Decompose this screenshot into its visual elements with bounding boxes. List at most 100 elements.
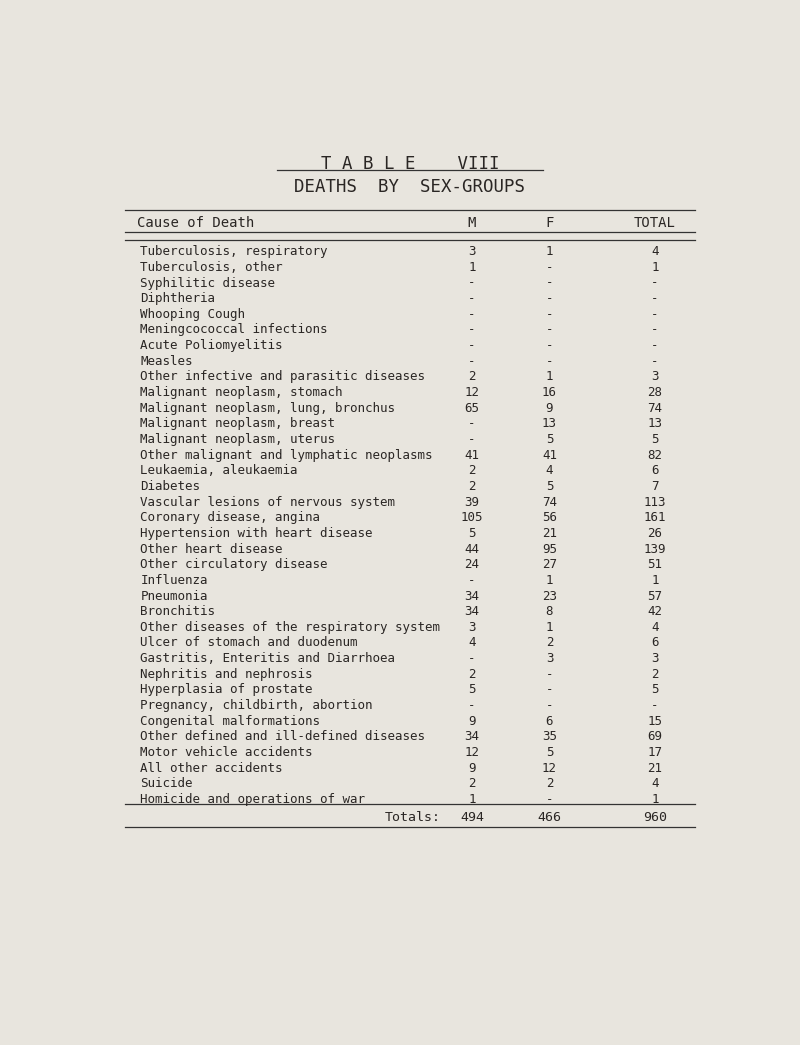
Text: Leukaemia, aleukaemia: Leukaemia, aleukaemia	[140, 464, 298, 478]
Text: 41: 41	[542, 448, 557, 462]
Text: 12: 12	[465, 386, 479, 399]
Text: 34: 34	[465, 589, 479, 603]
Text: 15: 15	[647, 715, 662, 727]
Text: 74: 74	[542, 495, 557, 509]
Text: 105: 105	[461, 511, 483, 525]
Text: 2: 2	[468, 464, 476, 478]
Text: -: -	[546, 324, 554, 336]
Text: 2: 2	[468, 668, 476, 680]
Text: 5: 5	[651, 683, 658, 696]
Text: 35: 35	[542, 730, 557, 743]
Text: -: -	[468, 417, 476, 431]
Text: Hyperplasia of prostate: Hyperplasia of prostate	[140, 683, 313, 696]
Text: 26: 26	[647, 527, 662, 540]
Text: 9: 9	[546, 401, 554, 415]
Text: 1: 1	[546, 574, 554, 587]
Text: 1: 1	[546, 246, 554, 258]
Text: 5: 5	[468, 683, 476, 696]
Text: Malignant neoplasm, breast: Malignant neoplasm, breast	[140, 417, 335, 431]
Text: Gastritis, Enteritis and Diarrhoea: Gastritis, Enteritis and Diarrhoea	[140, 652, 395, 665]
Text: 34: 34	[465, 730, 479, 743]
Text: -: -	[468, 699, 476, 712]
Text: 16: 16	[542, 386, 557, 399]
Text: 41: 41	[465, 448, 479, 462]
Text: 3: 3	[468, 621, 476, 634]
Text: 113: 113	[644, 495, 666, 509]
Text: -: -	[468, 433, 476, 446]
Text: -: -	[468, 308, 476, 321]
Text: Other diseases of the respiratory system: Other diseases of the respiratory system	[140, 621, 440, 634]
Text: 3: 3	[651, 652, 658, 665]
Text: Whooping Cough: Whooping Cough	[140, 308, 246, 321]
Text: 5: 5	[651, 433, 658, 446]
Text: -: -	[468, 652, 476, 665]
Text: 1: 1	[468, 261, 476, 274]
Text: 3: 3	[468, 246, 476, 258]
Text: -: -	[651, 277, 658, 289]
Text: -: -	[468, 293, 476, 305]
Text: 23: 23	[542, 589, 557, 603]
Text: 7: 7	[651, 480, 658, 493]
Text: 4: 4	[651, 621, 658, 634]
Text: 13: 13	[542, 417, 557, 431]
Text: 2: 2	[546, 636, 554, 650]
Text: -: -	[651, 324, 658, 336]
Text: 5: 5	[546, 480, 554, 493]
Text: Homicide and operations of war: Homicide and operations of war	[140, 793, 366, 806]
Text: 21: 21	[542, 527, 557, 540]
Text: Nephritis and nephrosis: Nephritis and nephrosis	[140, 668, 313, 680]
Text: 8: 8	[546, 605, 554, 619]
Text: Other circulatory disease: Other circulatory disease	[140, 558, 328, 572]
Text: -: -	[546, 340, 554, 352]
Text: Malignant neoplasm, lung, bronchus: Malignant neoplasm, lung, bronchus	[140, 401, 395, 415]
Text: Malignant neoplasm, stomach: Malignant neoplasm, stomach	[140, 386, 343, 399]
Text: 9: 9	[468, 715, 476, 727]
Text: 466: 466	[538, 811, 562, 823]
Text: -: -	[468, 574, 476, 587]
Text: Other malignant and lymphatic neoplasms: Other malignant and lymphatic neoplasms	[140, 448, 433, 462]
Text: -: -	[546, 793, 554, 806]
Text: -: -	[468, 340, 476, 352]
Text: -: -	[546, 668, 554, 680]
Text: Tuberculosis, other: Tuberculosis, other	[140, 261, 283, 274]
Text: Pregnancy, childbirth, abortion: Pregnancy, childbirth, abortion	[140, 699, 373, 712]
Text: 2: 2	[468, 777, 476, 790]
Text: -: -	[468, 277, 476, 289]
Text: 4: 4	[651, 777, 658, 790]
Text: M: M	[468, 215, 476, 230]
Text: 57: 57	[647, 589, 662, 603]
Text: -: -	[651, 699, 658, 712]
Text: -: -	[651, 293, 658, 305]
Text: 21: 21	[647, 762, 662, 774]
Text: Suicide: Suicide	[140, 777, 193, 790]
Text: 1: 1	[468, 793, 476, 806]
Text: 1: 1	[546, 370, 554, 384]
Text: Meningcococcal infections: Meningcococcal infections	[140, 324, 328, 336]
Text: 1: 1	[651, 574, 658, 587]
Text: Hypertension with heart disease: Hypertension with heart disease	[140, 527, 373, 540]
Text: Other heart disease: Other heart disease	[140, 542, 283, 556]
Text: Diabetes: Diabetes	[140, 480, 200, 493]
Text: F: F	[546, 215, 554, 230]
Text: -: -	[546, 293, 554, 305]
Text: 3: 3	[546, 652, 554, 665]
Text: -: -	[651, 355, 658, 368]
Text: 82: 82	[647, 448, 662, 462]
Text: Measles: Measles	[140, 355, 193, 368]
Text: Congenital malformations: Congenital malformations	[140, 715, 320, 727]
Text: 34: 34	[465, 605, 479, 619]
Text: 9: 9	[468, 762, 476, 774]
Text: Malignant neoplasm, uterus: Malignant neoplasm, uterus	[140, 433, 335, 446]
Text: -: -	[546, 277, 554, 289]
Text: Acute Poliomyelitis: Acute Poliomyelitis	[140, 340, 283, 352]
Text: 5: 5	[546, 746, 554, 759]
Text: Ulcer of stomach and duodenum: Ulcer of stomach and duodenum	[140, 636, 358, 650]
Text: 28: 28	[647, 386, 662, 399]
Text: 65: 65	[465, 401, 479, 415]
Text: Diphtheria: Diphtheria	[140, 293, 215, 305]
Text: -: -	[468, 355, 476, 368]
Text: -: -	[651, 340, 658, 352]
Text: 44: 44	[465, 542, 479, 556]
Text: Cause of Death: Cause of Death	[138, 215, 254, 230]
Text: Influenza: Influenza	[140, 574, 208, 587]
